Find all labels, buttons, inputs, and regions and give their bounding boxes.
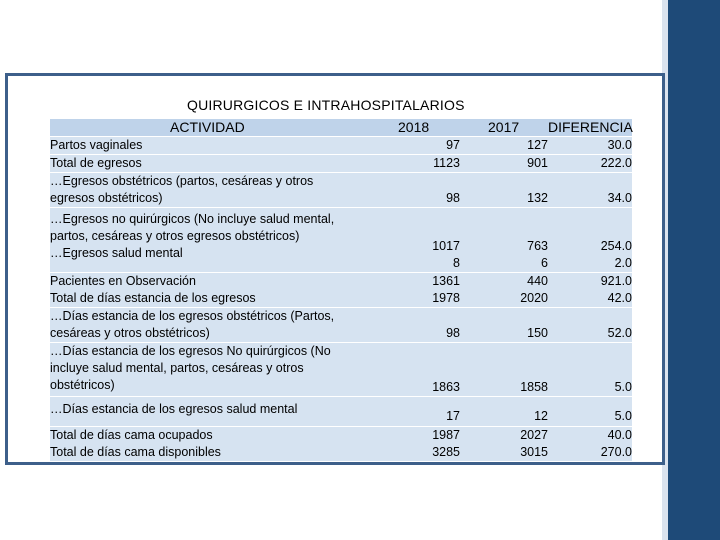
value-diferencia: 34.0 — [607, 191, 632, 205]
value-2017: 901 — [527, 156, 548, 170]
value-2018: 1017 8 — [432, 239, 460, 270]
value-2018: 97 — [446, 138, 460, 152]
value-2017: 440 2020 — [520, 274, 548, 305]
value-2018: 98 — [446, 326, 460, 340]
header-row — [50, 119, 632, 136]
table-row: Pacientes en Observación Total de días e… — [50, 273, 632, 308]
value-2018: 1987 3285 — [432, 428, 460, 459]
value-2017: 1858 — [520, 380, 548, 394]
table-row: Partos vaginales 97 127 30.0 — [50, 137, 632, 155]
value-2018: 98 — [446, 191, 460, 205]
value-2018: 1863 — [432, 380, 460, 394]
value-diferencia: 52.0 — [607, 326, 632, 340]
row-label: …Días estancia de los egresos salud ment… — [50, 402, 298, 416]
table-row: Total de días cama ocupados Total de día… — [50, 427, 632, 462]
value-diferencia: 40.0 270.0 — [600, 428, 632, 459]
header-actividad: ACTIVIDAD — [170, 119, 245, 135]
value-diferencia: 5.0 — [614, 380, 632, 394]
value-diferencia: 30.0 — [607, 138, 632, 152]
row-label: Total de días cama ocupados Total de día… — [50, 428, 221, 459]
row-label: Pacientes en Observación Total de días e… — [50, 274, 256, 305]
row-label: …Días estancia de los egresos obstétrico… — [50, 309, 335, 340]
data-table: Partos vaginales 97 127 30.0 Total de eg… — [50, 137, 632, 462]
value-diferencia: 222.0 — [600, 156, 632, 170]
header-2018: 2018 — [398, 119, 430, 135]
table-row: …Egresos no quirúrgicos (No incluye salu… — [50, 208, 632, 273]
value-2017: 127 — [527, 138, 548, 152]
table-row: …Días estancia de los egresos salud ment… — [50, 397, 632, 427]
value-diferencia: 921.0 42.0 — [600, 274, 632, 305]
value-2018: 1123 — [433, 156, 460, 170]
table-row: …Egresos obstétricos (partos, cesáreas y… — [50, 173, 632, 208]
table-row: …Días estancia de los egresos No quirúrg… — [50, 343, 632, 397]
table-row: …Días estancia de los egresos obstétrico… — [50, 308, 632, 343]
table-row: Total de egresos 1123 901 222.0 — [50, 155, 632, 173]
row-label: …Egresos no quirúrgicos (No incluye salu… — [50, 212, 335, 260]
row-label: …Egresos obstétricos (partos, cesáreas y… — [50, 174, 314, 205]
value-2017: 132 — [527, 191, 548, 205]
value-2017: 150 — [527, 326, 548, 340]
value-2017: 12 — [534, 409, 548, 423]
row-label: …Días estancia de los egresos No quirúrg… — [50, 344, 331, 392]
table-title: QUIRURGICOS E INTRAHOSPITALARIOS — [187, 97, 465, 113]
value-diferencia: 254.0 2.0 — [600, 239, 632, 270]
decorative-side-strip — [662, 0, 668, 540]
row-label: Total de egresos — [50, 156, 142, 170]
decorative-side-band — [668, 0, 720, 540]
value-diferencia: 5.0 — [614, 409, 632, 423]
header-diferencia: DIFERENCIA — [548, 119, 633, 135]
value-2018: 17 — [446, 409, 460, 423]
row-label: Partos vaginales — [50, 138, 143, 152]
header-2017: 2017 — [488, 119, 520, 135]
value-2017: 2027 3015 — [520, 428, 548, 459]
value-2017: 763 6 — [527, 239, 548, 270]
value-2018: 1361 1978 — [432, 274, 460, 305]
